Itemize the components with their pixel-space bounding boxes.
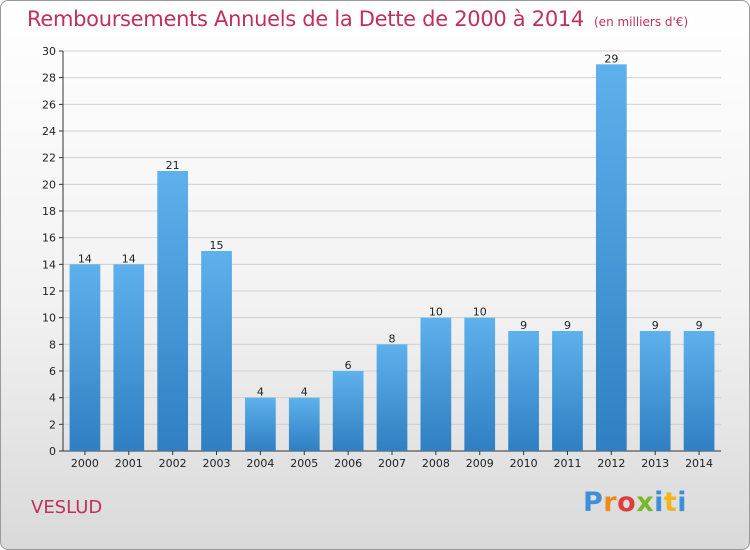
y-tick-label: 10 [42,312,56,325]
x-tick-label: 2010 [510,457,538,470]
x-tick-label: 2002 [159,457,187,470]
bar [245,397,276,451]
bar [288,397,320,451]
x-tick-label: 2014 [685,457,713,470]
bar [69,264,101,451]
bar [420,317,452,451]
data-label: 14 [122,252,136,265]
bar [639,331,671,451]
data-label: 15 [210,239,224,252]
commune-name: VESLUD [31,497,103,518]
chart-unit: (en milliers d'€) [594,15,689,29]
bar [508,331,539,451]
y-tick-label: 26 [42,98,56,111]
bar [464,317,496,451]
chart-title-text: Remboursements Annuels de la Dette de 20… [27,7,584,31]
y-tick-label: 4 [49,392,56,405]
proxiti-logo: Proxiti [583,487,688,518]
y-tick-label: 0 [49,445,56,458]
y-tick-label: 16 [42,232,56,245]
x-tick-label: 2000 [71,457,99,470]
bar [683,331,715,451]
y-tick-label: 18 [42,205,56,218]
y-tick-label: 8 [49,338,56,351]
bar [595,64,627,452]
y-tick-label: 20 [42,178,56,191]
bar [113,264,145,451]
chart-title: Remboursements Annuels de la Dette de 20… [27,7,688,31]
y-tick-label: 12 [42,285,56,298]
x-tick-label: 2011 [553,457,581,470]
y-tick-label: 30 [42,45,56,58]
data-label: 14 [78,252,92,265]
y-tick-label: 22 [42,152,56,165]
x-tick-label: 2004 [246,457,274,470]
x-tick-label: 2008 [422,457,450,470]
y-tick-label: 14 [42,258,56,271]
data-label: 6 [345,359,352,372]
x-tick-label: 2007 [378,457,406,470]
bar [376,344,408,451]
y-tick-label: 28 [42,72,56,85]
x-tick-label: 2003 [203,457,231,470]
data-label: 10 [473,306,487,319]
data-label: 29 [604,52,618,65]
x-tick-label: 2012 [597,457,625,470]
x-tick-label: 2001 [115,457,143,470]
bar [201,251,232,451]
y-tick-label: 24 [42,125,56,138]
data-label: 8 [389,332,396,345]
data-label: 4 [301,386,308,399]
data-label: 4 [257,386,264,399]
data-label: 10 [429,306,443,319]
x-tick-label: 2013 [641,457,669,470]
y-tick-label: 6 [49,365,56,378]
x-tick-label: 2005 [290,457,318,470]
y-tick-label: 2 [49,418,56,431]
data-label: 21 [166,159,180,172]
bar [157,171,189,451]
data-label: 9 [652,319,659,332]
data-label: 9 [564,319,571,332]
bar [552,331,583,451]
data-label: 9 [520,319,527,332]
x-tick-label: 2006 [334,457,362,470]
x-tick-label: 2009 [466,457,494,470]
data-label: 9 [696,319,703,332]
bar [332,371,364,451]
